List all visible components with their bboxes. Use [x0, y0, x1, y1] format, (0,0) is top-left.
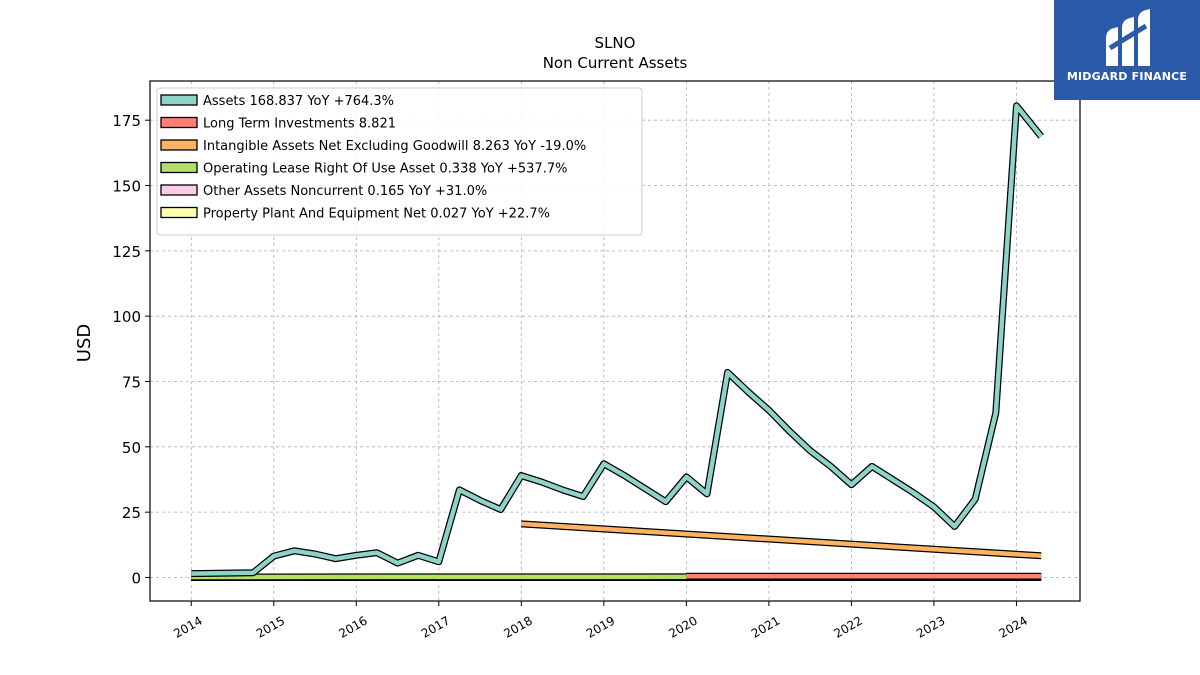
brand-logo: MIDGARD FINANCE [1054, 0, 1200, 100]
x-tick-label: 2019 [584, 613, 617, 640]
brand-name: MIDGARD FINANCE [1066, 70, 1188, 83]
legend-swatch [160, 184, 198, 196]
x-tick-label: 2018 [501, 613, 534, 640]
series-line [521, 521, 1042, 559]
x-tick-label: 2020 [666, 613, 699, 640]
y-tick-label: 175 [112, 112, 141, 130]
legend-swatch [160, 94, 198, 106]
x-tick-label: 2017 [419, 613, 452, 640]
legend-swatch [160, 139, 198, 151]
y-tick-label: 150 [112, 178, 141, 196]
legend-entry: Long Term Investments 8.821 [203, 117, 396, 132]
legend-swatch [160, 206, 198, 219]
x-tick-label: 2015 [254, 613, 287, 640]
legend-entry: Property Plant And Equipment Net 0.027 Y… [203, 207, 550, 222]
y-tick-label: 25 [122, 504, 141, 522]
x-tick-label: 2022 [831, 613, 864, 640]
y-tick-label: 75 [122, 374, 141, 392]
series-line [191, 103, 1043, 576]
legend-entry: Assets 168.837 YoY +764.3% [203, 94, 394, 109]
x-tick-label: 2024 [997, 613, 1030, 640]
plot-frame [149, 80, 1081, 602]
y-axis-label: USD [74, 324, 95, 362]
legend-box [156, 87, 643, 236]
x-tick-label: 2016 [336, 613, 369, 640]
chart-subtitle: Non Current Assets [543, 54, 688, 72]
legend-entry: Intangible Assets Net Excluding Goodwill… [203, 139, 586, 154]
legend-swatch [160, 161, 198, 174]
y-tick-label: 0 [131, 569, 141, 587]
chart-title: SLNO [595, 34, 636, 52]
x-tick-label: 2021 [749, 613, 782, 640]
x-tick-label: 2023 [914, 613, 947, 640]
x-tick-label: 2014 [171, 613, 204, 640]
series-assets [191, 102, 1044, 578]
y-tick-label: 125 [112, 243, 141, 261]
series-intangible-assets-net-excluding-goodwill [521, 520, 1042, 560]
midgard-logo-icon [1106, 9, 1150, 66]
legend-swatch [160, 116, 198, 129]
legend-entry: Operating Lease Right Of Use Asset 0.338… [203, 162, 567, 177]
y-tick-label: 100 [112, 308, 141, 326]
legend-entry: Other Assets Noncurrent 0.165 YoY +31.0% [203, 184, 487, 199]
y-tick-label: 50 [122, 439, 141, 457]
